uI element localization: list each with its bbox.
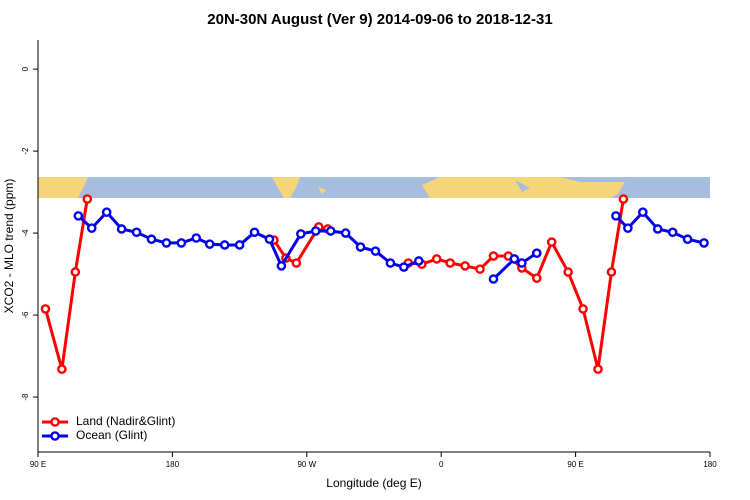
- x-tick-label: 90 E: [30, 460, 46, 469]
- data-point: [370, 246, 381, 256]
- data-point: [146, 234, 157, 245]
- x-tick-label: 180: [703, 460, 717, 469]
- data-point: [667, 227, 678, 238]
- land-patch: [318, 187, 326, 194]
- legend-label: Land (Nadir&Glint): [76, 414, 175, 428]
- data-point: [264, 234, 275, 245]
- data-point: [234, 240, 245, 250]
- data-point: [131, 227, 142, 238]
- data-point: [509, 254, 520, 264]
- y-tick-label: -2: [21, 147, 30, 155]
- series-line: [44, 198, 625, 370]
- data-point: [445, 258, 455, 268]
- data-point: [563, 267, 573, 277]
- data-point: [413, 256, 424, 266]
- data-point: [531, 248, 542, 258]
- legend-label: Ocean (Glint): [76, 428, 147, 442]
- data-point: [699, 238, 709, 248]
- data-point: [606, 267, 617, 277]
- sea-patch: [515, 180, 530, 192]
- data-point: [291, 258, 302, 268]
- data-point: [618, 194, 629, 204]
- data-point: [682, 234, 693, 245]
- data-point: [638, 207, 648, 217]
- data-point: [296, 229, 306, 239]
- data-point: [86, 223, 97, 233]
- data-point: [57, 364, 67, 374]
- x-tick-label: 90 E: [567, 460, 583, 469]
- data-point: [219, 240, 230, 250]
- x-tick-label: 90 W: [297, 460, 316, 469]
- legend-marker: [50, 417, 60, 427]
- data-point: [176, 238, 187, 248]
- data-point: [517, 258, 527, 268]
- map-strip: [38, 177, 710, 198]
- data-point: [399, 262, 409, 272]
- land-patch: [272, 177, 300, 198]
- data-point: [531, 273, 542, 283]
- land-patch: [38, 177, 88, 198]
- data-point: [101, 207, 112, 217]
- data-point: [652, 224, 663, 234]
- x-tick-label: 0: [439, 460, 444, 469]
- data-point: [82, 194, 93, 204]
- data-point: [161, 238, 172, 248]
- data-point: [460, 261, 470, 271]
- data-point: [276, 261, 287, 271]
- data-point: [355, 242, 366, 252]
- data-point: [73, 211, 84, 221]
- y-axis-label: XCO2 - MLO trend (ppm): [2, 179, 16, 314]
- data-point: [40, 304, 51, 314]
- data-point: [70, 267, 81, 277]
- data-point: [593, 364, 603, 374]
- data-point: [116, 224, 127, 234]
- x-tick-label: 180: [166, 460, 180, 469]
- data-point: [325, 226, 336, 236]
- data-point: [475, 264, 485, 274]
- data-point: [191, 233, 202, 243]
- legend: Land (Nadir&Glint)Ocean (Glint): [42, 414, 175, 442]
- data-point: [488, 251, 499, 261]
- data-point: [340, 228, 351, 238]
- data-point: [623, 223, 633, 233]
- data-point: [249, 227, 260, 238]
- y-tick-label: -8: [21, 393, 30, 401]
- legend-marker: [50, 431, 60, 441]
- data-point: [310, 226, 321, 236]
- data-point: [578, 304, 588, 314]
- x-axis-label: Longitude (deg E): [326, 476, 421, 490]
- chart-title: 20N-30N August (Ver 9) 2014-09-06 to 201…: [207, 11, 552, 28]
- data-point: [204, 239, 215, 249]
- data-point: [611, 211, 621, 221]
- data-point: [431, 254, 442, 264]
- y-tick-label: -4: [21, 229, 30, 237]
- y-tick-label: -6: [21, 311, 30, 319]
- y-tick-label: 0: [21, 66, 30, 71]
- data-point: [488, 274, 499, 284]
- data-point: [546, 237, 557, 247]
- data-point: [385, 258, 396, 268]
